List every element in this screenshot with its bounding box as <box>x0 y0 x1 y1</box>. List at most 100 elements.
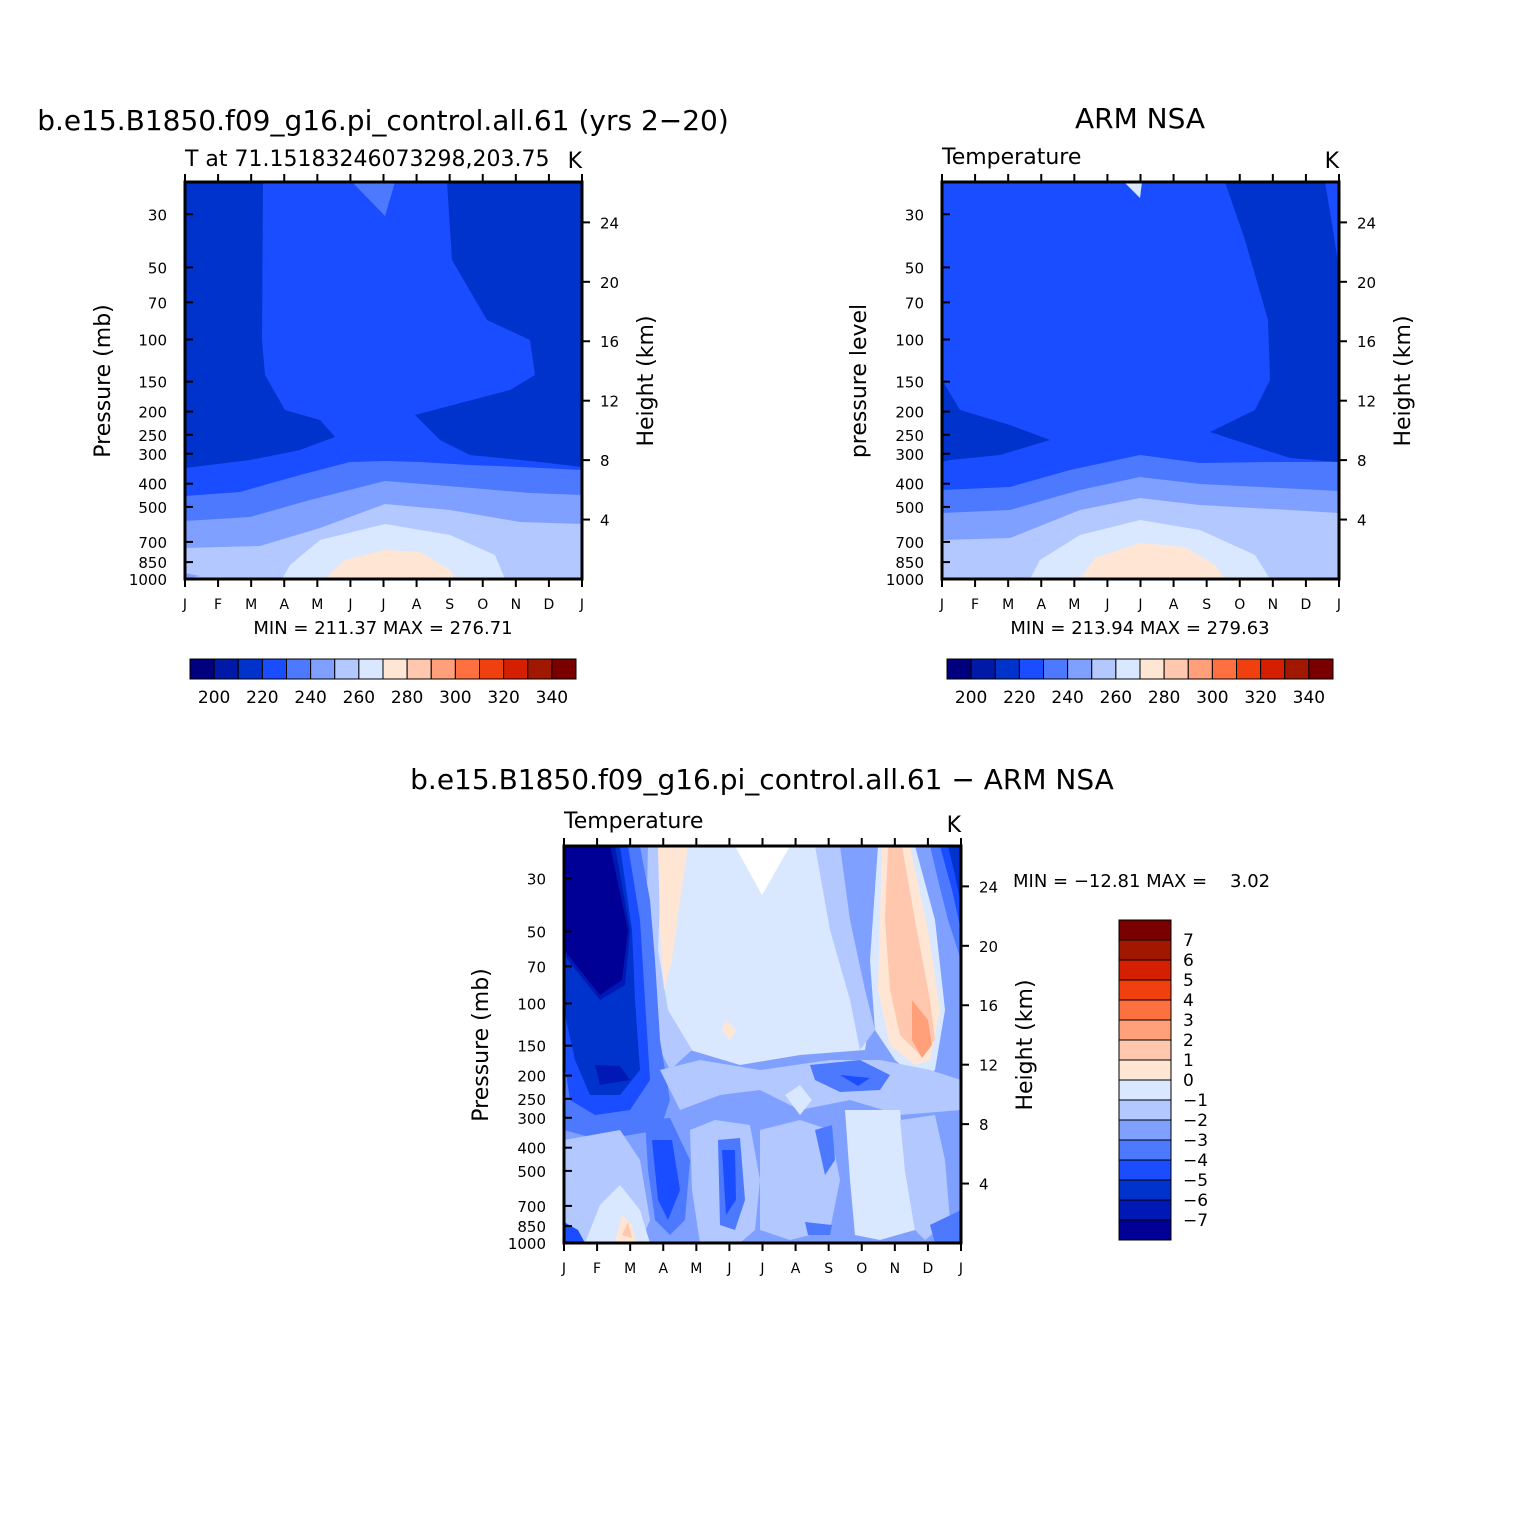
y-tick-label: 250 <box>138 427 167 445</box>
y-tick-label: 100 <box>138 331 167 349</box>
x-tick-label: J <box>380 597 385 613</box>
contour-fill <box>1124 182 1142 198</box>
colorbar-swatch <box>261 658 287 680</box>
panel-model: b.e15.B1850.f09_g16.pi_control.all.61 (y… <box>37 104 729 708</box>
colorbar-swatch <box>406 658 432 680</box>
colorbar-swatch <box>970 658 996 680</box>
colorbar-label: 0 <box>1183 1071 1194 1091</box>
y2-tick-label: 20 <box>1357 274 1376 292</box>
panel-obs-ylabel: pressure level <box>847 304 872 458</box>
x-tick-label: N <box>890 1261 900 1277</box>
x-tick-label: J <box>347 597 352 613</box>
contour-fill <box>564 846 628 995</box>
contour-fill <box>885 846 935 1055</box>
x-tick-label: M <box>690 1261 702 1277</box>
contour-fill <box>595 1065 630 1085</box>
colorbar-swatch <box>994 658 1020 680</box>
x-tick-label: J <box>726 1261 731 1277</box>
colorbar-swatch <box>946 658 972 680</box>
colorbar-label: −3 <box>1183 1131 1208 1151</box>
x-tick-label: D <box>1301 597 1312 613</box>
panel-model-ylabel-right: Height (km) <box>634 315 659 446</box>
colorbar-label: 260 <box>343 688 375 708</box>
y-tick-label: 500 <box>895 499 924 517</box>
y2-tick-label: 8 <box>979 1116 989 1134</box>
y2-tick-label: 16 <box>979 997 998 1015</box>
y2-tick-label: 16 <box>600 333 619 351</box>
colorbar-swatch <box>213 658 239 680</box>
colorbar-swatch <box>1118 979 1172 1001</box>
contour-fill <box>1210 182 1339 462</box>
x-tick-label: A <box>791 1261 801 1277</box>
y2-tick-label: 8 <box>600 452 610 470</box>
x-tick-label: F <box>593 1261 601 1277</box>
panel-obs-contours <box>942 182 1339 579</box>
colorbar-label: 280 <box>1148 688 1180 708</box>
x-tick-label: M <box>245 597 257 613</box>
colorbar-swatch <box>1118 1039 1172 1061</box>
y-tick-label: 500 <box>138 499 167 517</box>
y-tick-label: 850 <box>138 554 167 572</box>
colorbar-swatch <box>1115 658 1141 680</box>
x-tick-label: J <box>1104 597 1109 613</box>
panel-model-ylabel: Pressure (mb) <box>91 304 116 458</box>
colorbar-swatch <box>1118 1099 1172 1121</box>
colorbar-label: −2 <box>1183 1111 1208 1131</box>
panel-obs-subtitle: Temperature <box>941 145 1081 170</box>
x-tick-label: N <box>511 597 521 613</box>
contour-fill <box>785 1085 812 1115</box>
x-tick-label: A <box>658 1261 668 1277</box>
colorbar-swatch <box>1118 1119 1172 1141</box>
x-tick-label: M <box>311 597 323 613</box>
contour-fill <box>652 1140 680 1220</box>
colorbar-label: −1 <box>1183 1091 1208 1111</box>
y-tick-label: 300 <box>138 446 167 464</box>
panel-model-units: K <box>568 149 583 174</box>
x-tick-label: D <box>544 597 555 613</box>
x-tick-label: J <box>561 1261 566 1277</box>
colorbar-swatch <box>1118 1159 1172 1181</box>
x-tick-label: A <box>1036 597 1046 613</box>
colorbar-swatch <box>1163 658 1189 680</box>
colorbar-swatch <box>1187 658 1213 680</box>
y2-tick-label: 20 <box>600 274 619 292</box>
y-tick-label: 70 <box>905 294 924 312</box>
y-tick-label: 150 <box>138 374 167 392</box>
y-tick-label: 1000 <box>129 571 167 589</box>
y-tick-label: 50 <box>905 259 924 277</box>
y-tick-label: 100 <box>895 331 924 349</box>
panel-diff: b.e15.B1850.f09_g16.pi_control.all.61 − … <box>410 763 1270 1277</box>
colorbar-swatch <box>1118 959 1172 981</box>
contour-fill <box>655 846 870 1065</box>
panel-model-subtitle: T at 71.15183246073298,203.75 <box>184 147 549 172</box>
colorbar-swatch <box>310 658 336 680</box>
colorbar-swatch <box>1118 1019 1172 1041</box>
x-tick-label: J <box>1137 597 1142 613</box>
x-tick-label: F <box>971 597 979 613</box>
colorbar-swatch <box>1284 658 1310 680</box>
y-tick-label: 850 <box>895 554 924 572</box>
x-tick-label: D <box>923 1261 934 1277</box>
panel-obs-title: ARM NSA <box>1075 102 1205 135</box>
colorbar-label: 320 <box>487 688 519 708</box>
colorbar-label: 3 <box>1183 1011 1194 1031</box>
colorbar-label: 220 <box>246 688 278 708</box>
colorbar-swatch <box>1118 1219 1172 1241</box>
y2-tick-label: 16 <box>1357 333 1376 351</box>
colorbar-swatch <box>503 658 529 680</box>
y2-tick-label: 12 <box>600 393 619 411</box>
x-tick-label: J <box>1336 597 1341 613</box>
colorbar-label: 240 <box>294 688 326 708</box>
y-tick-label: 700 <box>895 534 924 552</box>
y2-tick-label: 24 <box>600 214 619 232</box>
panel-model-minmax: MIN = 211.37 MAX = 276.71 <box>253 618 512 639</box>
colorbar-swatch <box>430 658 456 680</box>
contour-fill <box>722 1150 736 1215</box>
contour-fill <box>585 1185 650 1243</box>
x-tick-label: M <box>1002 597 1014 613</box>
y-tick-label: 300 <box>895 446 924 464</box>
y-tick-label: 1000 <box>508 1235 546 1253</box>
